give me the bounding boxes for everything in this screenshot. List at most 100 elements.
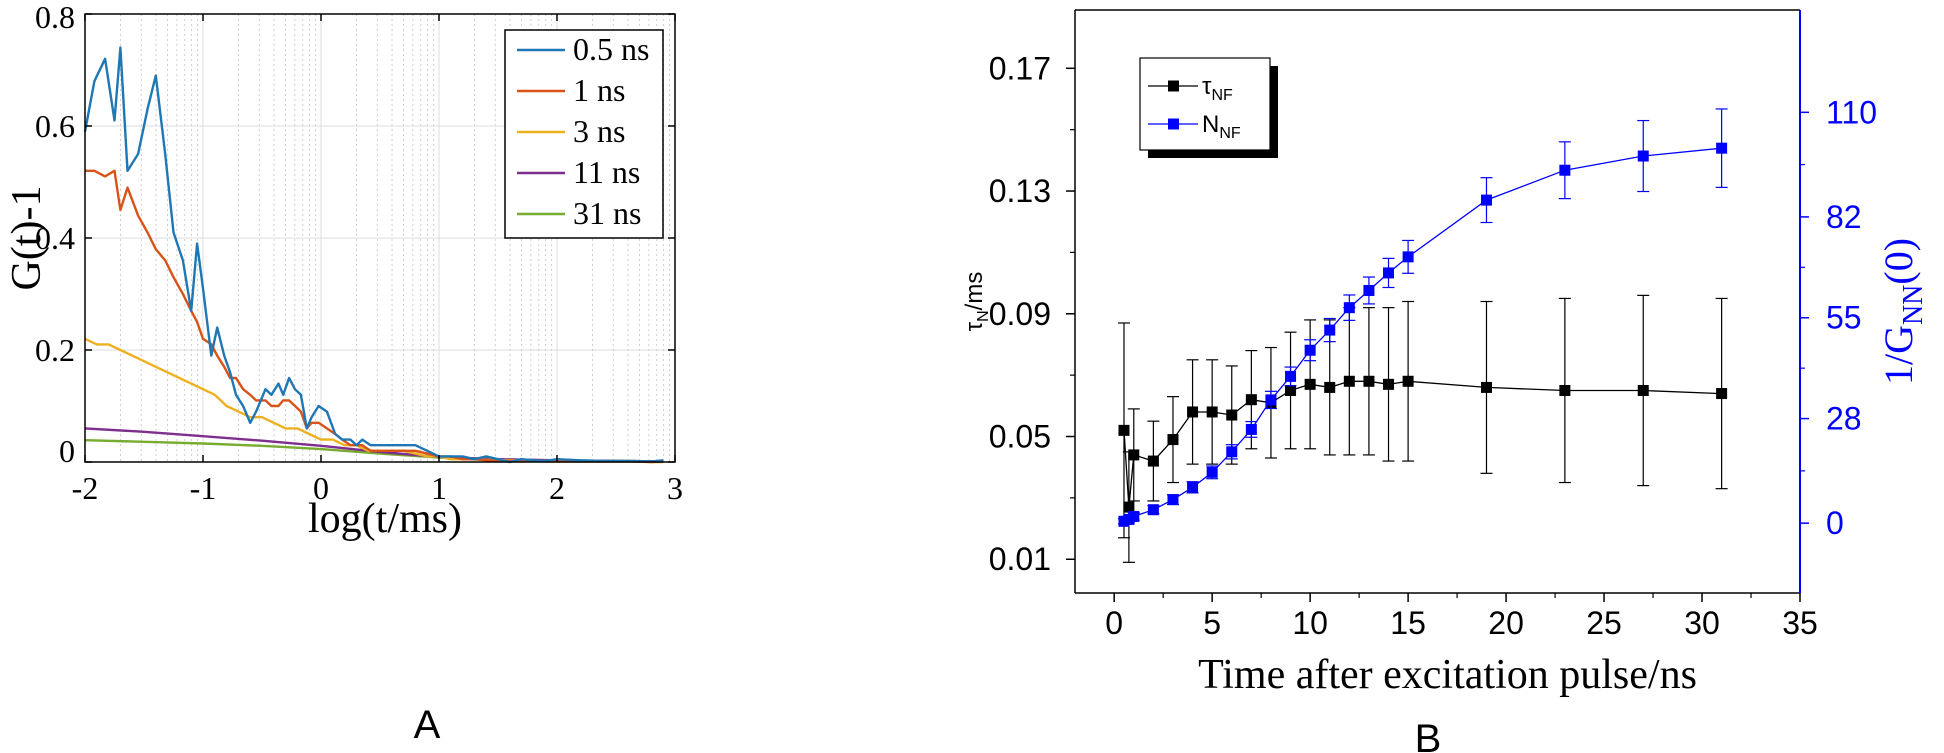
data-point <box>1147 455 1159 467</box>
data-point <box>1206 406 1218 418</box>
legend-box <box>1139 57 1271 151</box>
x-tick-label: 3 <box>667 470 683 506</box>
x-tick-label: 20 <box>1488 605 1524 641</box>
x-tick-label: -1 <box>190 470 217 506</box>
data-point <box>1637 150 1649 162</box>
y2-axis-label-main: 1/G <box>1876 325 1921 385</box>
y-axis-label: τN/ms <box>961 272 992 332</box>
data-point <box>1637 384 1649 396</box>
panel-b: 0 5 10 15 20 25 30 35 0.01 0.05 0.09 0.13 0.17 0 28 55 8… <box>961 9 1929 753</box>
y2-tick-label: 110 <box>1826 94 1877 130</box>
legend-label: 3 ns <box>573 113 625 149</box>
x-tick-label: -2 <box>72 470 99 506</box>
data-point <box>1363 284 1375 296</box>
data-point <box>1187 481 1199 493</box>
y-tick-label: 0.2 <box>35 332 75 368</box>
x-axis-label: Time after excitation pulse/ns <box>1198 652 1697 698</box>
x-tick-label: 30 <box>1684 605 1720 641</box>
data-point <box>1716 388 1728 400</box>
data-point <box>1304 344 1316 356</box>
data-point <box>1363 375 1375 387</box>
data-point <box>1343 302 1355 314</box>
y2-tick-label: 28 <box>1826 401 1862 437</box>
data-point <box>1206 466 1218 478</box>
x-tick-label: 10 <box>1292 605 1328 641</box>
y2-axis-label-sub: NN <box>1898 285 1929 325</box>
x-tick-label: 35 <box>1782 605 1818 641</box>
data-point <box>1324 381 1336 393</box>
y-axis-label-suffix: /ms <box>961 272 988 311</box>
data-point <box>1128 510 1140 522</box>
y-tick-label: 0.6 <box>35 108 75 144</box>
data-point <box>1187 406 1199 418</box>
y2-tick-label: 0 <box>1826 505 1844 541</box>
x-tick-label: 1 <box>431 470 447 506</box>
data-point <box>1226 446 1238 458</box>
legend-swatch-marker <box>1168 118 1179 130</box>
data-point <box>1167 434 1179 446</box>
y2-tick-label: 82 <box>1826 199 1862 235</box>
ticks: 0 5 10 15 20 25 30 35 0.01 0.05 0.09 0.13 0.17 0 28 55 8… <box>989 50 1877 641</box>
x-tick-label: 2 <box>549 470 565 506</box>
data-point <box>1118 424 1130 436</box>
legend-label-main: N <box>1202 111 1219 138</box>
x-tick-label: 0 <box>313 470 329 506</box>
legend-label-sub: NF <box>1219 125 1241 142</box>
legend-swatch-marker <box>1168 80 1179 92</box>
data-point <box>1324 324 1336 336</box>
y-tick-label: 0.17 <box>989 50 1051 86</box>
y-tick-label: 0.8 <box>35 0 75 35</box>
y-tick-label: 0.4 <box>35 220 75 256</box>
data-point <box>1480 194 1492 206</box>
plot-marks <box>1117 108 1728 563</box>
x-tick-label: 5 <box>1203 605 1221 641</box>
data-point <box>1123 501 1135 513</box>
y-axis-label-main: τ <box>961 321 988 331</box>
y-tick-label: 0.05 <box>989 419 1051 455</box>
legend-label: 1 ns <box>573 72 625 108</box>
data-point <box>1245 423 1257 435</box>
panel-label-b: B <box>1415 717 1442 753</box>
legend-label: NNF <box>1202 111 1241 142</box>
data-point <box>1716 142 1728 154</box>
data-point <box>1285 370 1297 382</box>
series <box>1117 108 1728 527</box>
data-point <box>1245 394 1257 406</box>
series-line <box>1123 380 1722 508</box>
legend-label: 11 ns <box>573 154 640 190</box>
data-point <box>1383 378 1395 390</box>
y-tick-label: 0 <box>59 433 75 469</box>
plot-frame <box>1074 9 1801 594</box>
panel-label-a: A <box>414 703 441 747</box>
data-point <box>1480 381 1492 393</box>
y2-axis-label: 1/GNN(0) <box>1876 238 1929 385</box>
legend-label: 0.5 ns <box>573 31 649 67</box>
y2-axis-label-suffix: (0) <box>1876 238 1921 285</box>
data-point <box>1559 384 1571 396</box>
panel-a: -2 -1 0 1 2 3 0 0.2 0.4 0.6 0.8 0.5 ns 1 ns 3 ns 11 n… <box>4 0 683 747</box>
data-point <box>1265 394 1277 406</box>
data-point <box>1285 384 1297 396</box>
legend-label: 31 ns <box>573 195 641 231</box>
ticks: -2 -1 0 1 2 3 0 0.2 0.4 0.6 0.8 <box>35 0 683 506</box>
series <box>1117 294 1728 563</box>
data-point <box>1167 494 1179 506</box>
data-point <box>1402 251 1414 263</box>
legend: 0.5 ns 1 ns 3 ns 11 ns 31 ns <box>504 29 664 239</box>
data-point <box>1147 504 1159 516</box>
y-axis-label-sub: N <box>975 310 992 322</box>
x-tick-label: 0 <box>1105 605 1123 641</box>
series-line <box>83 46 664 464</box>
legend-label: τNF <box>1202 73 1233 104</box>
x-tick-label: 15 <box>1390 605 1426 641</box>
legend-box <box>504 29 664 239</box>
x-axis-label: log(t/ms) <box>308 496 462 542</box>
y-tick-label: 0.09 <box>989 296 1051 332</box>
legend-label-sub: NF <box>1211 87 1233 104</box>
y-tick-label: 0.13 <box>989 173 1051 209</box>
data-point <box>1226 409 1238 421</box>
series-line <box>1123 147 1722 522</box>
data-point <box>1383 267 1395 279</box>
